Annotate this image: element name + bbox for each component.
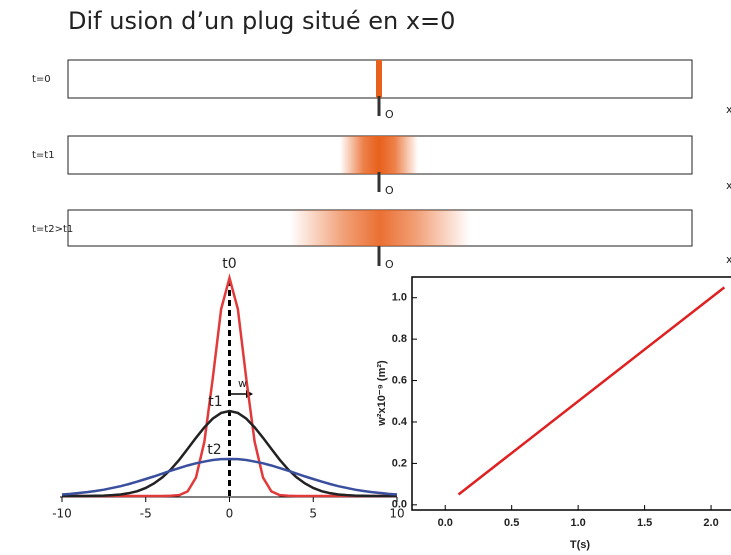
x-tick-label: 2.0 (703, 517, 718, 529)
tube-2 (67, 135, 693, 175)
plot-frame (411, 276, 731, 511)
x-tick-label: 1.0 (570, 517, 585, 529)
x-tick-label: 10 (389, 507, 404, 521)
series-line (61, 457, 398, 496)
tube-1 (67, 59, 693, 99)
y-tick-label: 0.4 (392, 416, 408, 428)
origin-label: O (385, 258, 394, 271)
y-axis-label: w²x10⁻⁹ (m²) (376, 360, 388, 427)
series-line (62, 409, 397, 498)
y-tick-label: 0.6 (392, 374, 407, 386)
curve-label: t1 (208, 394, 222, 410)
x-tick-label: 5 (309, 507, 317, 521)
plug (376, 60, 382, 98)
width-label: w (238, 377, 247, 390)
series-line (457, 286, 726, 496)
y-tick-label: 0.0 (392, 499, 407, 511)
origin-label: O (385, 184, 394, 197)
origin-label: O (385, 108, 394, 121)
curve-label: t0 (222, 256, 236, 272)
axis-label: x (726, 103, 731, 116)
plug (340, 136, 418, 174)
x-axis-label: T(s) (570, 539, 591, 551)
tube-3 (67, 209, 693, 247)
x-tick-label: 0.0 (438, 517, 453, 529)
title: Dif usion d’un plug situé en x=0 (68, 7, 455, 35)
x-tick-label: -10 (52, 507, 72, 521)
tube-label: t=0 (32, 74, 51, 85)
series-line (62, 273, 397, 498)
plug (290, 210, 470, 246)
y-tick-label: 0.2 (392, 457, 407, 469)
axis-label: x (726, 253, 731, 266)
x-tick-label: 1.5 (637, 517, 652, 529)
tube-label: t=t1 (32, 150, 55, 161)
x-tick-label: 0.5 (504, 517, 519, 529)
tube-label: t=t2>t1 (32, 224, 73, 235)
y-tick-label: 0.8 (392, 333, 407, 345)
axis-label: x (726, 179, 731, 192)
curve-label: t2 (207, 442, 221, 458)
x-tick-label: 0 (226, 507, 234, 521)
y-tick-label: 1.0 (392, 292, 407, 304)
x-tick-label: -5 (140, 507, 152, 521)
